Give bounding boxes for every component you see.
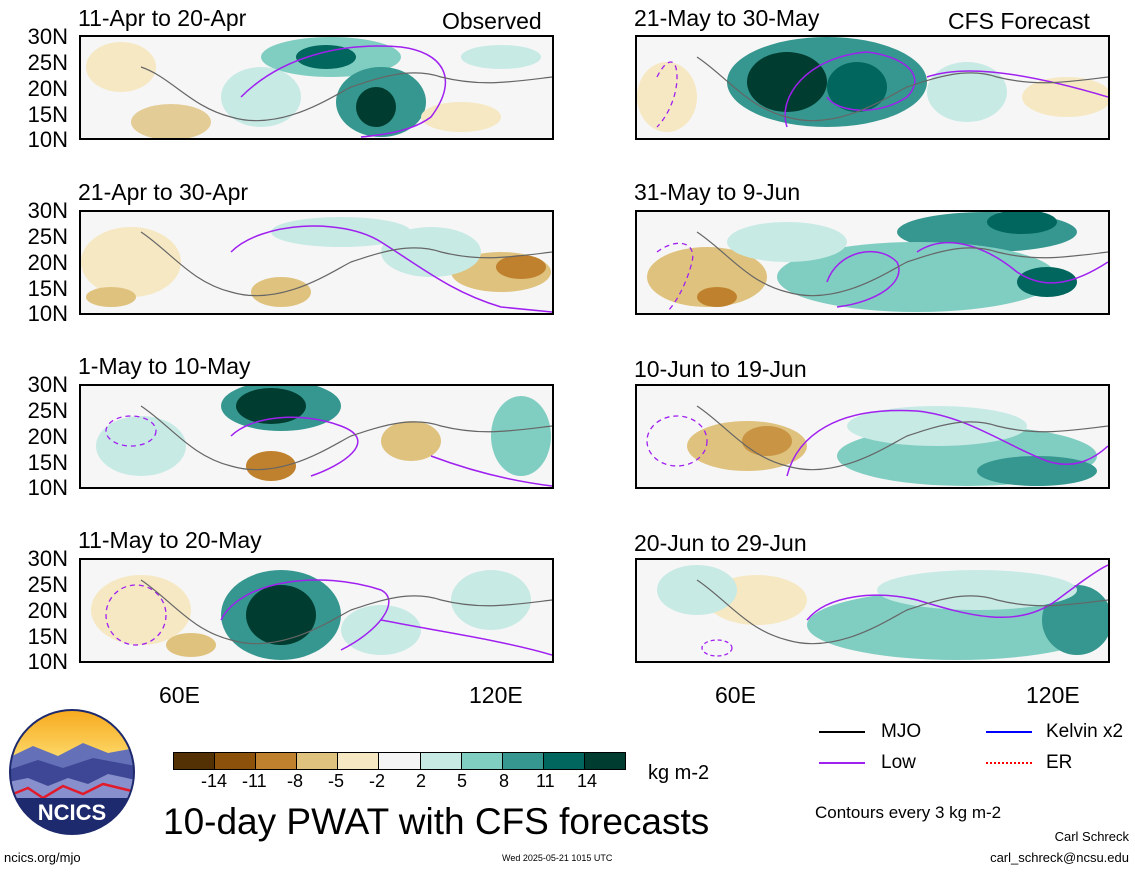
legend-line-mjo <box>819 731 865 733</box>
panel-title: 20-Jun to 29-Jun <box>634 530 807 556</box>
lat-label: 20N <box>27 250 68 275</box>
colorbar-swatch <box>297 753 339 769</box>
map-panel <box>79 558 554 663</box>
legend-line-kelvin <box>986 731 1032 733</box>
colorbar-tick: 2 <box>416 771 427 791</box>
lat-label: 10N <box>27 301 68 326</box>
lat-label: 20N <box>27 76 68 101</box>
lat-label: 25N <box>27 398 68 423</box>
lat-label: 15N <box>27 450 68 475</box>
footer-url[interactable]: ncics.org/mjo <box>4 850 81 865</box>
colorbar-swatch <box>379 753 421 769</box>
map-panel <box>635 558 1110 663</box>
panel-title: 31-May to 9-Jun <box>634 179 801 205</box>
map-panel <box>635 210 1110 315</box>
lat-label: 30N <box>27 372 68 397</box>
legend-label: Low <box>881 752 916 773</box>
colorbar-swatch <box>584 753 626 769</box>
colorbar-swatch <box>543 753 585 769</box>
map-panel <box>79 384 554 489</box>
panel-tag-observed: Observed <box>442 8 542 34</box>
lat-label: 10N <box>27 649 68 674</box>
panel-title: 11-Apr to 20-Apr <box>78 5 247 31</box>
legend-line-low <box>819 762 865 764</box>
main-title: 10-day PWAT with CFS forecasts <box>163 801 710 842</box>
colorbar-tick: 11 <box>536 771 555 791</box>
colorbar-tick: -8 <box>287 771 304 791</box>
panel-title: 21-May to 30-May <box>634 5 820 31</box>
colorbar-swatch <box>338 753 380 769</box>
map-panel <box>79 210 554 315</box>
lat-label: 15N <box>27 276 68 301</box>
lat-label: 10N <box>27 127 68 152</box>
colorbar-swatch <box>215 753 257 769</box>
colorbar-swatch <box>461 753 503 769</box>
panel-title: 10-Jun to 19-Jun <box>634 356 807 382</box>
contour-note: Contours every 3 kg m-2 <box>815 803 1002 822</box>
legend-label: ER <box>1046 752 1073 773</box>
lat-label: 15N <box>27 102 68 127</box>
lon-label: 60E <box>159 682 200 708</box>
colorbar-swatch <box>256 753 298 769</box>
panel-title: 11-May to 20-May <box>78 527 262 553</box>
colorbar-tick: 5 <box>457 771 468 791</box>
colorbar-swatch <box>174 753 216 769</box>
colorbar-tick: -14 <box>201 771 228 791</box>
lat-label: 20N <box>27 598 68 623</box>
lon-label: 120E <box>469 682 523 708</box>
colorbar-tick: -5 <box>328 771 345 791</box>
map-panel <box>635 384 1110 489</box>
lat-label: 15N <box>27 624 68 649</box>
colorbar-swatch <box>420 753 462 769</box>
lat-label: 20N <box>27 424 68 449</box>
colorbar-swatch <box>502 753 544 769</box>
ncics-logo: NCICS <box>8 708 136 836</box>
lon-label: 60E <box>715 682 756 708</box>
map-panel <box>79 35 554 140</box>
lat-label: 30N <box>27 546 68 571</box>
lat-label: 30N <box>27 198 68 223</box>
colorbar <box>173 752 626 770</box>
colorbar-ticks: -14 -11 -8 -5 -2 2 5 8 11 14 <box>173 772 626 792</box>
footer-author: Carl Schreck <box>1054 829 1129 844</box>
colorbar-tick: 14 <box>577 771 598 791</box>
colorbar-tick: -2 <box>369 771 386 791</box>
lat-label: 10N <box>27 475 68 500</box>
logo-text: NCICS <box>38 800 106 825</box>
colorbar-tick: -11 <box>242 771 267 791</box>
panel-title: 21-Apr to 30-Apr <box>78 179 249 205</box>
lon-label: 120E <box>1026 682 1080 708</box>
legend-label: MJO <box>881 721 922 742</box>
map-panel <box>635 35 1110 140</box>
panel-title: 1-May to 10-May <box>78 353 251 379</box>
legend: MJO Kelvin x2 Low ER <box>815 720 1135 780</box>
lat-label: 30N <box>27 24 68 49</box>
colorbar-tick: 8 <box>499 771 510 791</box>
legend-label: Kelvin x2 <box>1046 721 1124 742</box>
colorbar-units: kg m-2 <box>648 762 710 784</box>
footer-timestamp: Wed 2025-05-21 1015 UTC <box>502 853 613 863</box>
lat-label: 25N <box>27 224 68 249</box>
footer-email[interactable]: carl_schreck@ncsu.edu <box>990 850 1129 865</box>
lat-label: 25N <box>27 572 68 597</box>
lat-label: 25N <box>27 50 68 75</box>
panel-tag-forecast: CFS Forecast <box>948 8 1090 34</box>
legend-line-er <box>986 762 1032 764</box>
